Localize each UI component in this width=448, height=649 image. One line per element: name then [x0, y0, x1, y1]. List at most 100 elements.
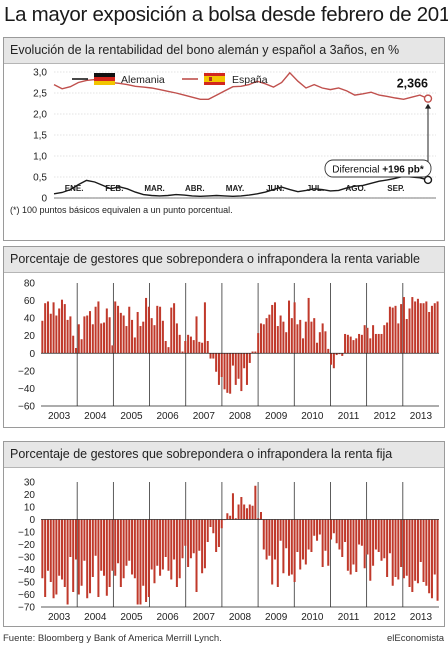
equity-bar — [178, 334, 181, 354]
equity-bar — [58, 308, 61, 354]
equity-bar — [41, 320, 44, 354]
equity-bar — [313, 318, 316, 354]
equity-bar — [254, 351, 257, 354]
equity-bar — [89, 311, 92, 354]
year-label: 2005 — [120, 411, 143, 422]
equity-bar — [425, 301, 428, 354]
year-label: 2012 — [374, 411, 397, 422]
equity-bar — [366, 327, 369, 354]
fixed-income-bar — [49, 519, 52, 582]
fixed-income-bar — [273, 519, 276, 560]
fixed-income-bar — [358, 519, 361, 545]
fixed-income-bar — [128, 519, 131, 561]
equity-bar — [352, 340, 355, 354]
year-label: 2006 — [157, 411, 180, 422]
fixed-income-bar — [262, 519, 265, 550]
month-label: SEP. — [387, 184, 404, 193]
fixed-income-bar — [411, 519, 414, 592]
month-label: AGO. — [345, 184, 365, 193]
fixed-income-bar — [341, 519, 344, 557]
equity-bar — [428, 311, 431, 354]
equity-bar — [372, 325, 375, 354]
y-tick-label: 10 — [24, 503, 36, 514]
equity-bar — [290, 318, 293, 354]
year-label: 2013 — [410, 411, 433, 422]
fixed-income-bar — [189, 519, 192, 559]
fixed-income-bar — [355, 519, 358, 572]
fixed-income-bar — [276, 519, 279, 587]
year-label: 2012 — [374, 612, 397, 623]
y-tick-label: 2,0 — [33, 110, 47, 121]
year-label: 2011 — [338, 411, 360, 422]
equity-bar — [262, 324, 265, 354]
fixed-income-bar — [436, 519, 439, 601]
fixed-income-bar — [394, 519, 397, 577]
equity-bar — [405, 319, 408, 354]
equity-bar — [217, 353, 220, 385]
fixed-income-bar — [400, 519, 403, 567]
last-point-marker — [423, 175, 433, 185]
fixed-income-bar — [150, 519, 153, 570]
fixed-income-bar — [237, 504, 240, 520]
equity-bar — [330, 353, 333, 365]
fixed-income-bar — [245, 508, 248, 520]
equity-bar — [150, 318, 153, 354]
fixed-income-chart-title: Porcentaje de gestores que sobrepondera … — [10, 447, 393, 461]
fixed-income-bar — [302, 519, 305, 560]
month-label: ABR. — [185, 184, 205, 193]
equity-bar — [103, 322, 106, 354]
fixed-income-bar — [212, 519, 215, 534]
equity-bar — [119, 312, 122, 354]
y-tick-label: 40 — [24, 314, 36, 325]
fixed-income-bar — [433, 519, 436, 575]
equity-bar — [114, 301, 117, 354]
fixed-income-bar — [66, 519, 69, 605]
fixed-income-bar — [119, 519, 122, 587]
equity-bar — [259, 323, 262, 354]
equity-bar — [139, 326, 142, 354]
fixed-income-bar — [360, 519, 363, 546]
fixed-income-bar — [133, 519, 136, 579]
fixed-income-bar — [164, 519, 167, 557]
fixed-income-bar — [290, 519, 293, 575]
fixed-income-bar — [304, 519, 307, 565]
year-label: 2011 — [338, 612, 360, 623]
equity-bar — [318, 332, 321, 354]
fixed-income-bar — [243, 504, 246, 520]
fixed-income-bar — [416, 519, 419, 584]
year-label: 2009 — [265, 612, 288, 623]
series-line-spain — [53, 71, 429, 101]
y-tick-label: −40 — [18, 384, 35, 395]
fixed-income-bar — [58, 519, 61, 576]
equity-bar — [55, 315, 58, 354]
equity-panel: Porcentaje de gestores que sobrepondera … — [3, 246, 445, 428]
fixed-income-bar — [251, 505, 254, 520]
equity-bar — [355, 338, 358, 354]
fixed-income-bar — [344, 519, 347, 542]
year-label: 2003 — [48, 612, 71, 623]
equity-bar — [321, 323, 324, 354]
fixed-income-bar — [372, 519, 375, 566]
series-line-germany — [53, 175, 429, 198]
equity-bar — [394, 305, 397, 354]
fixed-income-bar — [419, 519, 422, 562]
fixed-income-bar — [108, 519, 111, 587]
fixed-income-bar — [346, 519, 349, 571]
equity-chart-title: Porcentaje de gestores que sobrepondera … — [10, 252, 420, 266]
y-tick-label: 0 — [29, 349, 35, 360]
y-tick-label: 0,5 — [33, 173, 47, 184]
equity-bar — [159, 306, 162, 354]
fixed-income-bar — [201, 519, 204, 574]
fixed-income-bar — [293, 519, 296, 582]
germany-flag-icon — [94, 73, 115, 85]
equity-bar — [203, 302, 206, 354]
spread-value: +196 pb* — [382, 165, 424, 176]
equity-bar — [388, 306, 391, 354]
equity-bar — [363, 325, 366, 354]
year-label: 2005 — [120, 612, 143, 623]
fixed-income-bar — [83, 519, 86, 561]
spread-label-text: Diferencial — [332, 165, 382, 176]
fixed-income-bar — [173, 519, 176, 560]
equity-bar — [268, 314, 271, 354]
